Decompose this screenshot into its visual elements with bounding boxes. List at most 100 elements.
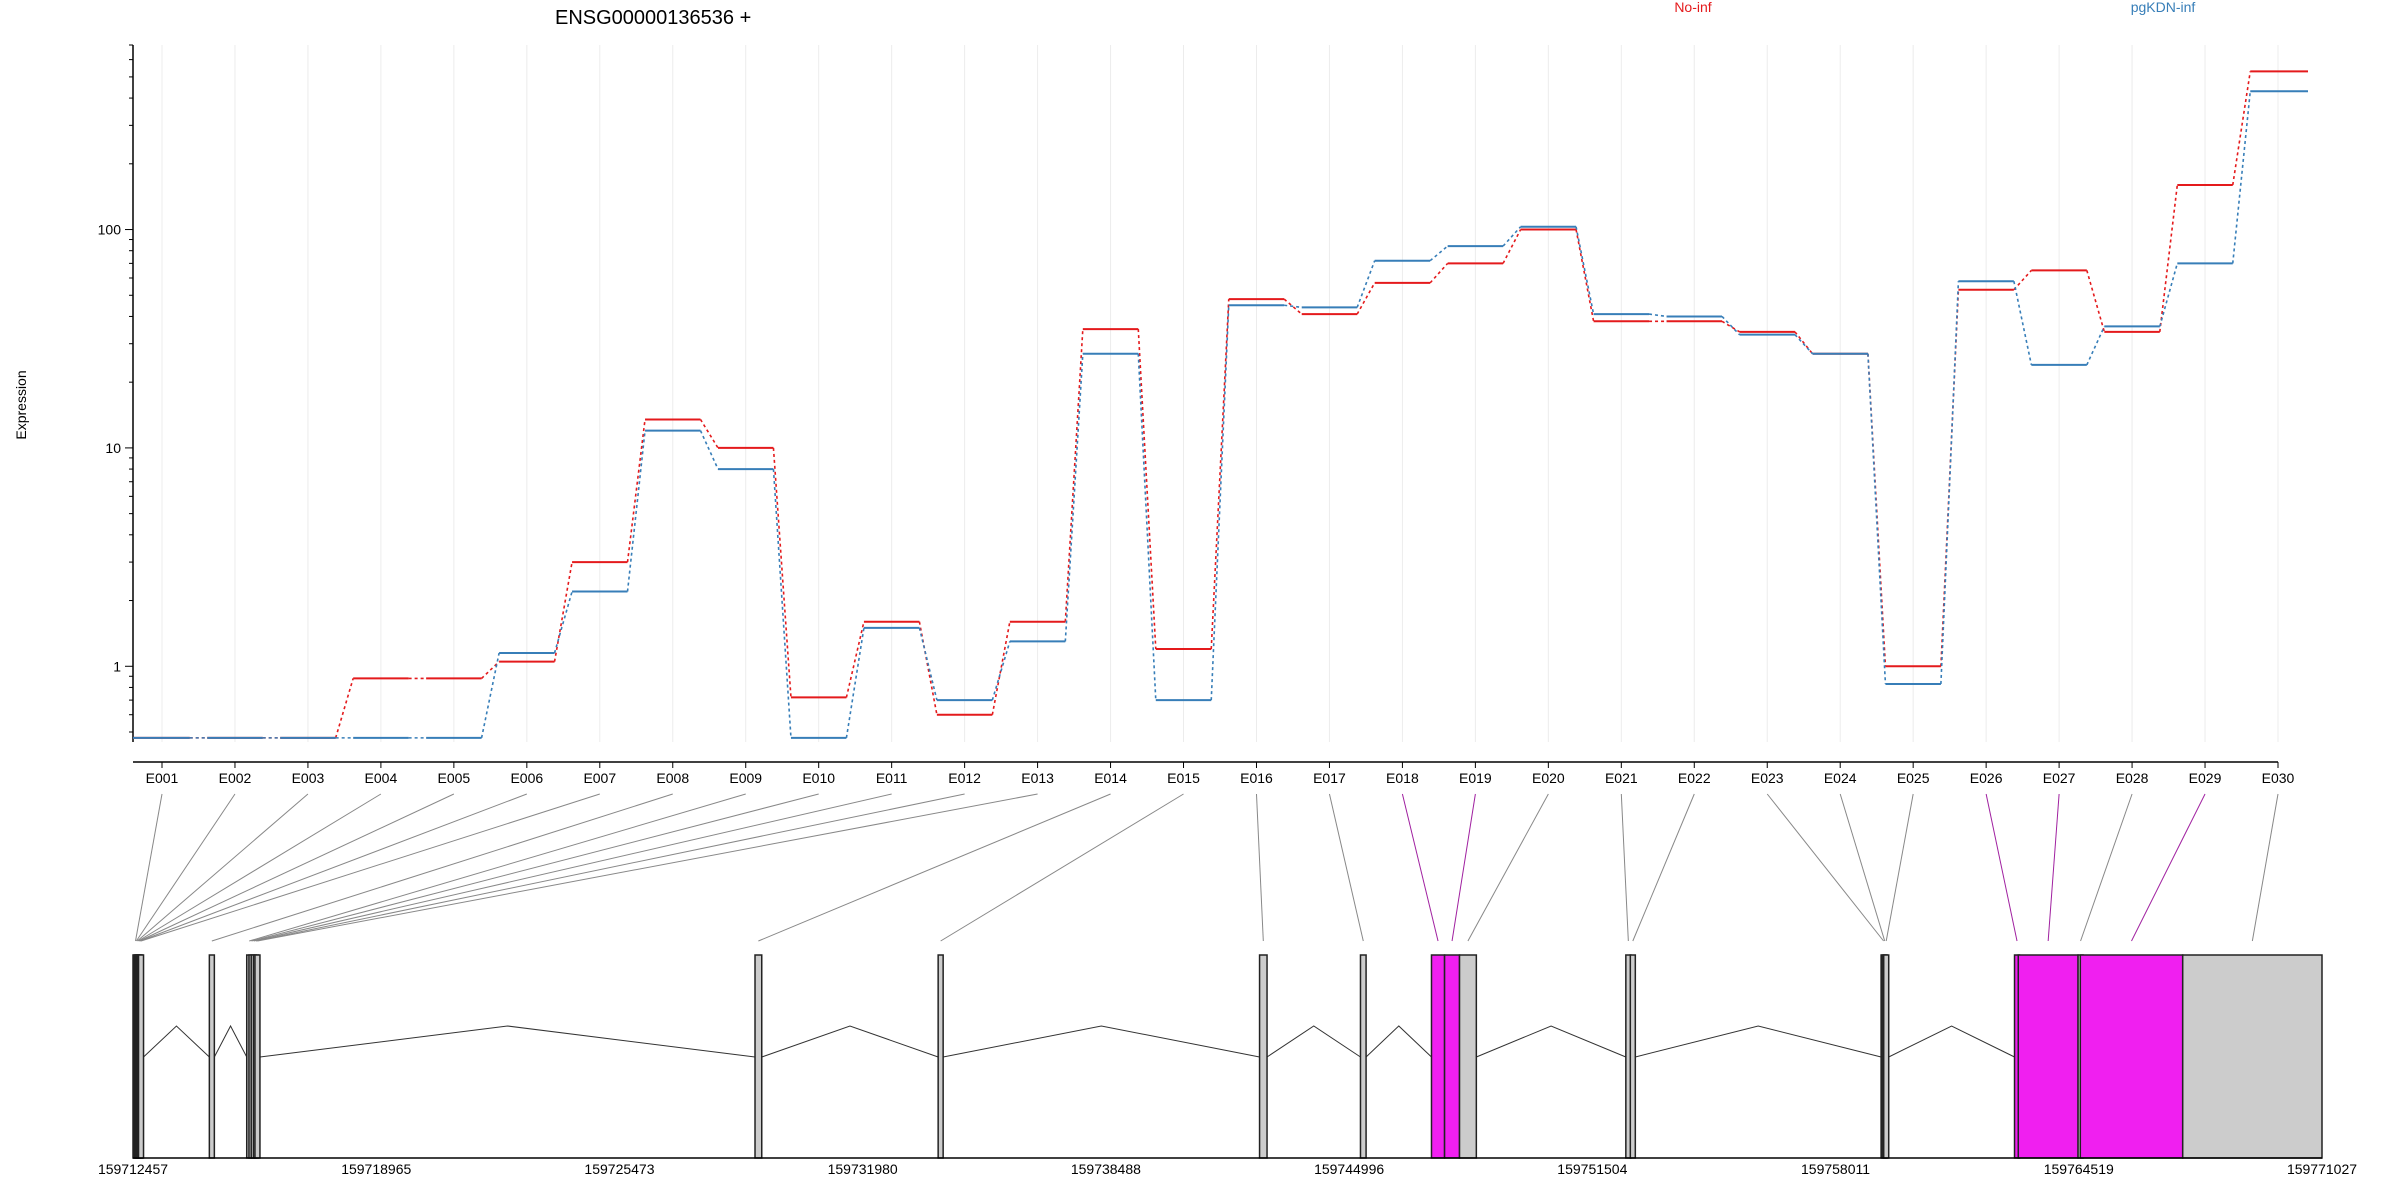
series-connector xyxy=(2086,326,2106,366)
exon-block xyxy=(1258,954,1268,1159)
exon-link xyxy=(2080,793,2133,942)
genomic-tick-label: 159738488 xyxy=(1071,1161,1141,1177)
exon-block xyxy=(137,954,145,1159)
x-tick-label: E003 xyxy=(292,770,325,786)
series-connector xyxy=(1867,353,1887,684)
x-tick-label: E030 xyxy=(2262,770,2295,786)
genomic-tick-label: 159725473 xyxy=(584,1161,654,1177)
x-axis: E001 E002 E003 E004 E005 E006 E007 E008 E009 E010… xyxy=(133,761,2295,786)
series-connector xyxy=(699,419,719,449)
series-connector xyxy=(2231,91,2252,264)
series-connector xyxy=(2159,184,2179,332)
intron-line xyxy=(143,1025,210,1058)
series-connector xyxy=(1064,329,1084,622)
x-tick-label: E020 xyxy=(1532,770,1565,786)
series-connector xyxy=(626,430,646,592)
exon-link xyxy=(2047,793,2060,942)
exon-link xyxy=(136,793,309,942)
x-tick-label: E005 xyxy=(438,770,471,786)
x-tick-label: E011 xyxy=(876,770,908,786)
intron-line xyxy=(213,1024,248,1058)
intron-line xyxy=(1888,1025,2015,1058)
exon-link xyxy=(940,793,1184,942)
x-tick-label: E015 xyxy=(1167,770,1200,786)
exon-links xyxy=(135,793,2279,942)
exon-link xyxy=(1255,793,1264,942)
series-connector xyxy=(1940,281,1960,684)
exon-block xyxy=(754,954,763,1159)
x-tick-label: E009 xyxy=(729,770,762,786)
y-tick-label: 10 xyxy=(105,440,121,456)
exon-block xyxy=(1430,954,1446,1159)
series-connector xyxy=(991,621,1011,715)
x-tick-label: E002 xyxy=(219,770,252,786)
intron-line xyxy=(1635,1025,1882,1058)
series-connector xyxy=(2013,269,2032,291)
exon-block xyxy=(2181,954,2323,1159)
exon-link xyxy=(257,793,1038,942)
series-connector xyxy=(918,621,938,715)
exon-block xyxy=(937,954,944,1159)
y-tick-label: 100 xyxy=(98,222,122,238)
exon-block xyxy=(1359,954,1367,1159)
series-lines xyxy=(133,70,2308,739)
series-connector xyxy=(1429,262,1449,284)
x-tick-label: E006 xyxy=(510,770,543,786)
exon-link xyxy=(1839,793,1886,942)
genomic-tick-label: 159731980 xyxy=(828,1161,898,1177)
exon-link xyxy=(1632,793,1695,942)
exon-link xyxy=(1985,793,2018,942)
genomic-tick-label: 159764519 xyxy=(2044,1161,2114,1177)
exon-block xyxy=(1458,954,1478,1159)
x-tick-label: E017 xyxy=(1313,770,1346,786)
legend-pgkdn-inf: pgKDN-inf xyxy=(2131,0,2196,15)
x-tick-label: E007 xyxy=(583,770,616,786)
exon-block xyxy=(208,954,216,1159)
exon-block xyxy=(2079,954,2184,1159)
series-connector xyxy=(1502,226,1522,247)
x-tick-label: E023 xyxy=(1751,770,1784,786)
exon-link xyxy=(137,793,382,942)
series-connector xyxy=(772,469,792,738)
series-connector xyxy=(334,678,354,739)
exon-link xyxy=(211,793,673,942)
x-tick-label: E021 xyxy=(1605,770,1638,786)
exon-link xyxy=(1328,793,1364,942)
series-connector xyxy=(1284,304,1302,309)
series-connector xyxy=(1356,260,1376,308)
x-tick-label: E019 xyxy=(1459,770,1492,786)
series-connector xyxy=(553,561,573,662)
exon-link xyxy=(1885,793,1914,942)
exon-link xyxy=(251,793,819,942)
series-connector xyxy=(845,627,865,739)
exon-link xyxy=(139,793,528,942)
intron-line xyxy=(1266,1025,1361,1058)
genomic-tick-label: 159751504 xyxy=(1557,1161,1627,1177)
x-tick-label: E010 xyxy=(802,770,835,786)
series-connector xyxy=(2013,281,2033,366)
genomic-tick-label: 159712457 xyxy=(98,1161,168,1177)
genomic-tick-label: 159744996 xyxy=(1314,1161,1384,1177)
exon-block xyxy=(1882,954,1890,1159)
series-connector xyxy=(1794,331,1814,355)
intron-line xyxy=(1476,1025,1627,1058)
x-tick-label: E014 xyxy=(1094,770,1127,786)
x-tick-label: E025 xyxy=(1897,770,1930,786)
x-tick-label: E012 xyxy=(948,770,981,786)
series-connector xyxy=(1794,334,1814,355)
exon-link xyxy=(758,793,1111,942)
series-connector xyxy=(2231,71,2252,186)
series-connector xyxy=(1137,353,1157,701)
series-connector xyxy=(553,591,573,654)
exon-link xyxy=(2131,793,2206,942)
x-tick-label: E013 xyxy=(1021,770,1054,786)
genomic-axis: 159712457 159718965 159725473 159731980 1597… xyxy=(98,1157,2357,1177)
x-tick-label: E022 xyxy=(1678,770,1711,786)
series-connector xyxy=(1429,245,1449,262)
exon-link xyxy=(138,793,455,942)
x-tick-label: E008 xyxy=(656,770,689,786)
series-connector xyxy=(1137,329,1157,650)
series-connector xyxy=(845,621,865,698)
y-tick-label: 1 xyxy=(113,658,121,674)
